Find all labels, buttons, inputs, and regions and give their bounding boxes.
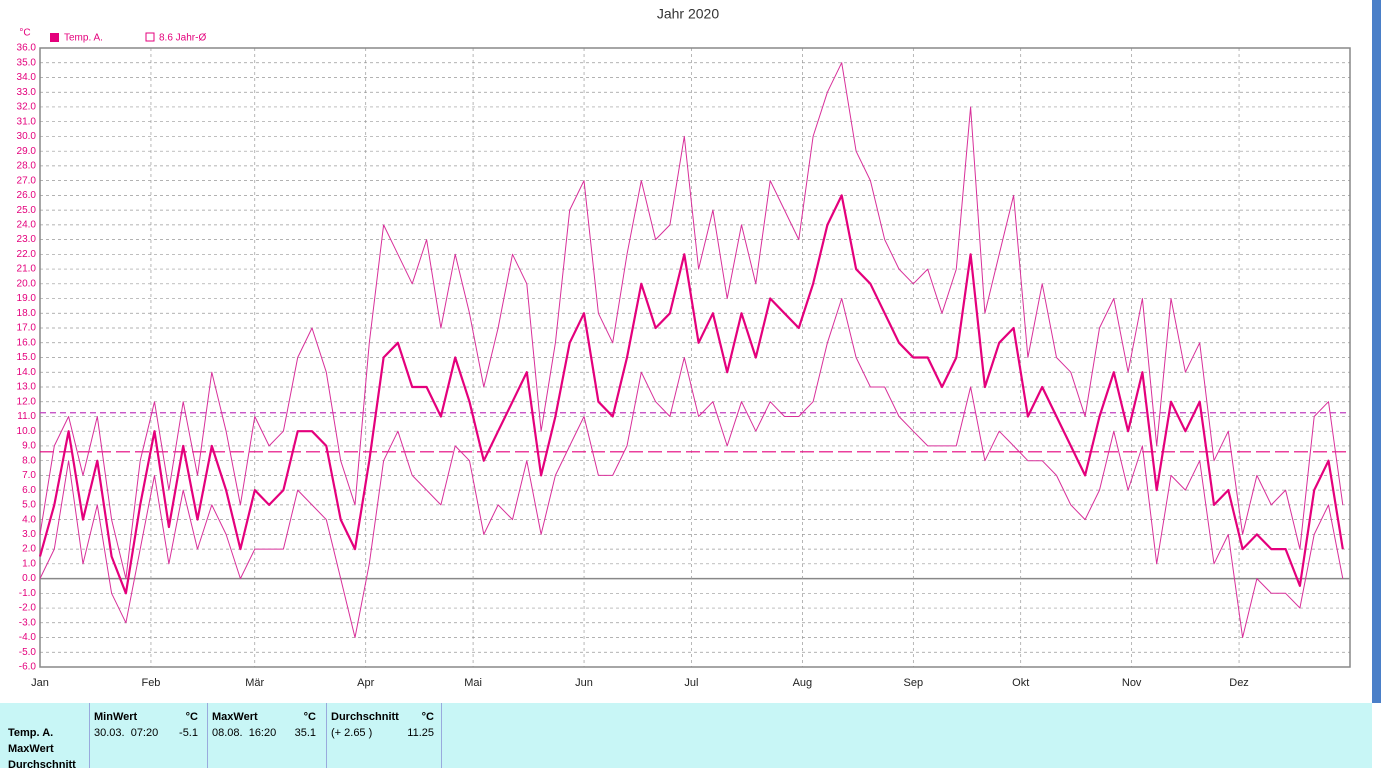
x-tick-label: Sep (904, 677, 924, 689)
plot-frame (39, 47, 1351, 668)
y-tick-label: -3.0 (19, 617, 37, 628)
y-tick-label: 2.0 (22, 544, 36, 555)
y-tick-label: 10.0 (17, 426, 37, 437)
y-tick-label: -2.0 (19, 603, 37, 614)
x-tick-label: Jan (31, 677, 49, 689)
y-tick-label: 35.0 (17, 57, 37, 68)
x-tick-label: Aug (793, 677, 813, 689)
y-tick-label: 19.0 (17, 293, 37, 304)
chart-title: Jahr 2020 (657, 6, 719, 22)
y-tick-label: 17.0 (17, 323, 37, 334)
y-tick-label: -1.0 (19, 588, 37, 599)
y-tick-label: 28.0 (17, 161, 37, 172)
y-tick-label: 0.0 (22, 573, 36, 584)
y-tick-label: 23.0 (17, 234, 37, 245)
data-line (39, 62, 1344, 580)
column-header: MinWert (94, 711, 138, 723)
separator (89, 703, 90, 768)
x-tick-label: Nov (1122, 677, 1142, 689)
y-tick-label: 26.0 (17, 190, 37, 201)
y-tick-label: 11.0 (17, 411, 36, 422)
x-tick-label: Feb (141, 677, 160, 689)
x-tick-label: Okt (1012, 677, 1029, 689)
y-tick-label: 1.0 (22, 558, 36, 569)
column-header: Durchschnitt (331, 711, 399, 723)
x-tick-label: Mär (245, 677, 264, 689)
separator (326, 703, 327, 768)
y-tick-label: 33.0 (17, 87, 37, 98)
value-cell: 35.1 (294, 727, 316, 739)
y-tick-label: 4.0 (22, 514, 36, 525)
row-label: MaxWert (8, 743, 54, 755)
y-tick-label: 21.0 (17, 264, 37, 275)
x-tick-label: Mai (464, 677, 482, 689)
y-tick-label: -4.0 (19, 632, 37, 643)
y-tick-label: 9.0 (22, 441, 36, 452)
x-tick-label: Apr (357, 677, 374, 689)
y-tick-label: 14.0 (17, 367, 37, 378)
column-unit: °C (185, 711, 198, 723)
legend-label: Temp. A. (64, 33, 103, 44)
legend-label: 8.6 Jahr-Ø (159, 33, 206, 44)
y-tick-label: 22.0 (17, 249, 37, 260)
y-tick-label: 5.0 (22, 500, 36, 511)
window-edge (1372, 0, 1381, 703)
time-cell: (+ 2.65 ) (331, 727, 373, 739)
y-tick-label: 29.0 (17, 146, 37, 157)
column-header: MaxWert (212, 711, 258, 723)
stats-panel: Temp. A. MaxWert Durchschnitt MinWert °C 30.0… (0, 703, 1372, 771)
y-tick-label: 3.0 (22, 529, 36, 540)
row-label: Durchschnitt (8, 759, 76, 771)
time-cell: 30.03. 07:20 (94, 727, 159, 739)
legend-swatch (145, 32, 155, 42)
y-tick-label: 7.0 (22, 470, 36, 481)
time-cell: 08.08. 16:20 (212, 727, 277, 739)
y-tick-label: -6.0 (19, 662, 37, 673)
y-tick-label: 30.0 (17, 131, 37, 142)
y-tick-label: 34.0 (17, 72, 37, 83)
y-tick-label: 18.0 (17, 308, 37, 319)
y-tick-label: 8.0 (22, 455, 36, 466)
y-tick-label: 6.0 (22, 485, 36, 496)
y-tick-label: 12.0 (17, 396, 37, 407)
y-tick-label: 24.0 (17, 219, 37, 230)
row-label: Temp. A. (8, 727, 54, 739)
y-tick-label: 15.0 (17, 352, 37, 363)
column-unit: °C (421, 711, 434, 723)
y-tick-label: 27.0 (17, 175, 37, 186)
y-tick-label: 20.0 (17, 278, 37, 289)
legend-swatch (50, 33, 59, 42)
value-cell: 11.25 (407, 727, 434, 739)
y-tick-label: 32.0 (17, 102, 37, 113)
separator (207, 703, 208, 768)
y-tick-label: 13.0 (17, 382, 37, 393)
x-tick-label: Dez (1229, 677, 1249, 689)
value-cell: -5.1 (179, 727, 198, 739)
y-unit: °C (19, 28, 30, 39)
y-tick-label: 25.0 (17, 205, 37, 216)
y-tick-label: 36.0 (17, 43, 37, 54)
separator (441, 703, 442, 768)
y-tick-label: 16.0 (17, 337, 37, 348)
x-tick-label: Jun (575, 677, 593, 689)
x-tick-label: Jul (684, 677, 698, 689)
chart: Jahr 2020 °C -6.0 -5.0 -4.0 -3.0 -2.0 -1.0 0.0… (17, 0, 1381, 703)
data-line (38, 194, 1344, 595)
data-line (39, 298, 1344, 638)
y-tick-label: 31.0 (17, 116, 37, 127)
y-tick-label: -5.0 (19, 647, 37, 658)
column-unit: °C (303, 711, 316, 723)
